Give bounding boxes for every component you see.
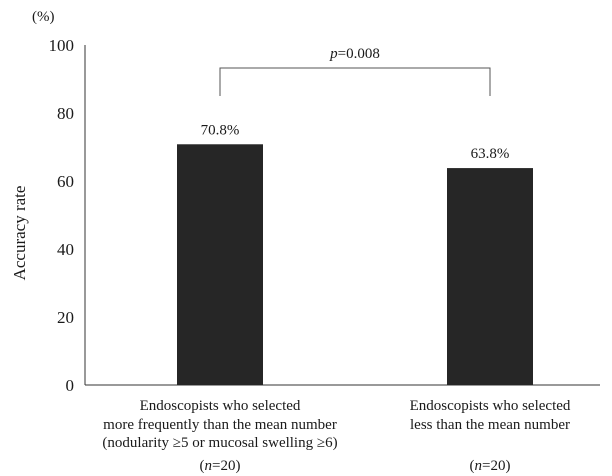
y-tick-label: 80	[57, 104, 74, 123]
y-tick-label: 100	[49, 36, 75, 55]
x-category-label-line: (nodularity ≥5 or mucosal swelling ≥6)	[102, 435, 338, 451]
y-tick-label: 40	[57, 240, 74, 259]
x-category-label: Endoscopists who selected less than the m…	[355, 397, 612, 474]
bar-value-label: 63.8%	[471, 146, 510, 162]
y-axis-unit: (%)	[32, 9, 55, 25]
significance-bracket: p=0.008	[219, 46, 491, 96]
y-axis-title: Accuracy rate	[10, 186, 29, 281]
bar	[447, 168, 533, 385]
y-tick-label: 0	[66, 376, 75, 395]
x-category-label-line: Endoscopists who selected	[139, 398, 301, 414]
x-category-sample-size: (n=20)	[469, 458, 511, 474]
p-value-label: p=0.008	[329, 46, 380, 62]
x-category-label: Endoscopists who selected more frequently…	[85, 397, 355, 474]
bars: 70.8% 63.8%	[177, 122, 533, 385]
x-category-label-line: more frequently than the mean number	[103, 416, 337, 433]
x-category-label-line: Endoscopists who selected	[409, 398, 571, 414]
x-category-label-line: less than the mean number	[410, 416, 570, 433]
y-axis-ticks: 0 20 40 60 80 100	[49, 36, 75, 395]
y-tick-label: 60	[57, 172, 74, 191]
bar-value-label: 70.8%	[201, 122, 240, 138]
x-category-sample-size: (n=20)	[199, 458, 241, 474]
significance-bracket-line	[219, 67, 491, 96]
bar	[177, 144, 263, 385]
y-tick-label: 20	[57, 308, 74, 327]
